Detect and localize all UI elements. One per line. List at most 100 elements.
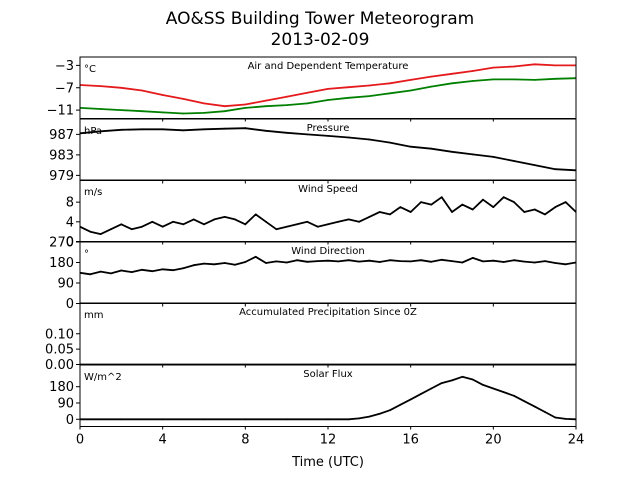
data-point — [471, 257, 474, 259]
data-point — [471, 378, 474, 381]
data-point — [265, 220, 267, 223]
series-line-4-1 — [80, 255, 576, 276]
data-point — [99, 130, 102, 133]
data-point — [513, 78, 515, 81]
data-point — [213, 263, 216, 266]
y-tick-label: 0.00 — [45, 358, 74, 373]
data-point — [275, 228, 278, 231]
y-tick-label: 90 — [57, 277, 74, 292]
data-point — [368, 259, 371, 262]
data-point — [161, 94, 164, 96]
data-point — [161, 111, 164, 114]
data-point — [389, 82, 391, 85]
data-point — [182, 223, 185, 226]
y-tick-label: 983 — [49, 148, 74, 163]
data-point — [172, 269, 174, 272]
data-point — [533, 63, 536, 66]
data-point — [378, 261, 381, 263]
data-point — [389, 213, 391, 216]
data-point — [89, 273, 92, 276]
y-tick-label: 0 — [66, 235, 74, 250]
data-point — [389, 259, 391, 262]
series-line-1-2 — [80, 77, 576, 115]
data-point — [337, 260, 340, 263]
data-point — [399, 206, 402, 209]
panel-title: Pressure — [307, 123, 350, 134]
data-point — [347, 218, 350, 221]
data-point — [203, 262, 205, 265]
y-tick-label: 4 — [66, 215, 74, 230]
data-point — [409, 145, 412, 148]
data-point — [533, 208, 536, 211]
data-point — [513, 259, 515, 262]
data-point — [513, 394, 515, 397]
y-tick-label: 0 — [66, 297, 74, 312]
series-line-3-1 — [80, 196, 576, 235]
data-point — [130, 228, 133, 231]
data-point — [409, 260, 412, 263]
data-point — [203, 102, 205, 105]
data-point — [306, 102, 309, 105]
data-point — [151, 220, 154, 223]
chart-subtitle: 2013-02-09 — [271, 30, 370, 50]
data-point — [161, 128, 164, 131]
data-point — [182, 112, 185, 115]
panel-5: 0.100.050.00 Accumulated Precipitation Si… — [45, 302, 577, 373]
data-point — [347, 136, 350, 139]
data-point — [513, 65, 515, 68]
data-point — [533, 261, 536, 264]
data-point — [223, 216, 226, 218]
data-point — [327, 135, 329, 137]
data-point — [265, 99, 267, 102]
panel-unit: mm — [84, 310, 103, 321]
data-point — [337, 220, 340, 223]
data-point — [409, 79, 412, 81]
data-point — [533, 405, 536, 408]
data-point — [347, 259, 350, 262]
panel-2: 987 983 979 Pressure hPa — [49, 118, 577, 184]
data-point — [451, 150, 453, 153]
data-point — [110, 228, 112, 231]
data-point — [265, 262, 267, 264]
data-point — [554, 168, 557, 171]
x-tick-label: 0 — [76, 433, 84, 448]
panel-unit: ° — [84, 249, 89, 260]
data-point — [399, 403, 402, 406]
data-point — [492, 206, 495, 209]
x-tick-label: 4 — [159, 433, 167, 448]
data-point — [358, 220, 360, 223]
data-point — [161, 225, 164, 228]
data-point — [192, 218, 195, 221]
data-point — [358, 417, 360, 420]
data-point — [502, 391, 505, 393]
data-point — [223, 262, 226, 264]
data-point — [564, 263, 567, 266]
data-point — [347, 86, 350, 89]
data-point — [368, 84, 371, 87]
data-point — [502, 261, 505, 263]
data-point — [265, 129, 267, 132]
y-tick-label: 979 — [49, 169, 74, 184]
data-point — [120, 128, 123, 131]
data-point — [409, 211, 412, 213]
data-point — [368, 95, 371, 97]
data-point — [182, 98, 185, 100]
data-point — [368, 216, 371, 218]
data-point — [223, 110, 226, 113]
data-point — [523, 400, 526, 403]
data-point — [430, 85, 433, 88]
panel-4: 270 180 90 0 Wind Direction ° — [49, 236, 577, 312]
data-point — [451, 72, 453, 75]
data-point — [502, 196, 505, 199]
x-axis: 0 4 8 12 16 20 24 — [76, 118, 584, 448]
data-point — [120, 86, 123, 89]
data-point — [130, 271, 133, 273]
data-point — [430, 203, 433, 206]
data-point — [285, 418, 288, 421]
data-point — [306, 220, 309, 223]
data-point — [430, 260, 433, 263]
data-point — [141, 225, 143, 228]
data-point — [471, 80, 474, 82]
